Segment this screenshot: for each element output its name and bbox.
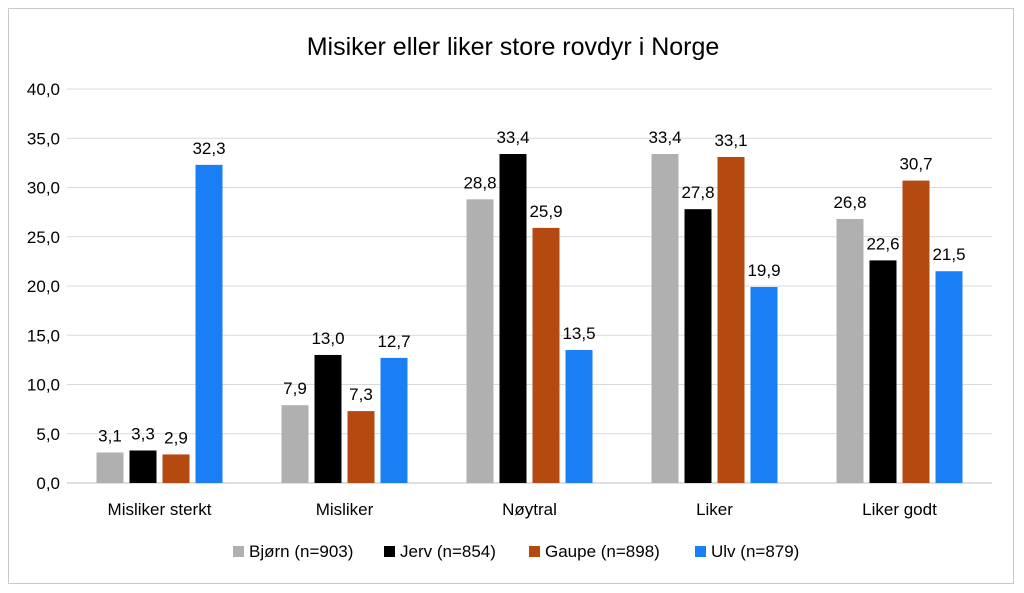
data-label: 7,3 xyxy=(349,385,373,404)
data-label: 27,8 xyxy=(681,183,714,202)
x-tick-label: Misliker xyxy=(316,500,374,519)
data-label: 32,3 xyxy=(192,139,225,158)
bar xyxy=(717,156,745,483)
legend-label: Gaupe (n=898) xyxy=(545,542,660,561)
bar xyxy=(281,405,309,483)
x-axis-ticks: Misliker sterkt Misliker Nøytral Liker Liker… xyxy=(108,500,938,519)
data-label: 7,9 xyxy=(283,379,307,398)
data-label: 12,7 xyxy=(377,332,410,351)
legend-swatch xyxy=(233,546,244,557)
y-tick-label: 15,0 xyxy=(27,326,60,345)
data-label: 33,1 xyxy=(714,131,747,150)
bar xyxy=(499,154,527,483)
data-label: 3,1 xyxy=(98,426,122,445)
x-tick-label: Misliker sterkt xyxy=(108,500,212,519)
bar xyxy=(532,227,560,483)
x-tick-label: Liker xyxy=(696,500,733,519)
data-label: 26,8 xyxy=(833,193,866,212)
bar xyxy=(466,199,494,483)
data-label: 3,3 xyxy=(131,424,155,443)
data-label: 25,9 xyxy=(529,202,562,221)
data-labels: 3,1 3,3 2,9 32,3 7,9 13,0 7,3 12,7 28,8 33,4 25,9 1… xyxy=(98,128,965,447)
data-label: 33,4 xyxy=(496,128,529,147)
data-label: 19,9 xyxy=(747,261,780,280)
data-label: 30,7 xyxy=(899,155,932,174)
bar xyxy=(380,357,408,483)
legend-label: Bjørn (n=903) xyxy=(249,542,353,561)
legend-label: Jerv (n=854) xyxy=(400,542,496,561)
data-label: 22,6 xyxy=(866,234,899,253)
data-label: 21,5 xyxy=(932,245,965,264)
bar xyxy=(684,209,712,484)
y-tick-label: 30,0 xyxy=(27,179,60,198)
bar xyxy=(162,454,190,483)
y-tick-label: 25,0 xyxy=(27,228,60,247)
y-tick-label: 0,0 xyxy=(36,474,60,493)
y-tick-label: 35,0 xyxy=(27,129,60,148)
bar xyxy=(347,411,375,483)
chart-title: Misiker eller liker store rovdyr i Norge xyxy=(307,33,720,61)
bar xyxy=(96,452,124,483)
bar xyxy=(935,271,963,483)
bar xyxy=(836,219,864,483)
y-tick-label: 40,0 xyxy=(27,80,60,99)
bar xyxy=(565,350,593,483)
chart-frame: Misiker eller liker store rovdyr i Norge… xyxy=(8,8,1014,584)
x-tick-label: Liker godt xyxy=(862,500,937,519)
y-tick-label: 5,0 xyxy=(36,425,60,444)
x-tick-label: Nøytral xyxy=(502,500,557,519)
y-tick-label: 10,0 xyxy=(27,376,60,395)
bar xyxy=(129,450,157,483)
bar xyxy=(195,164,223,483)
data-label: 33,4 xyxy=(648,128,681,147)
bars xyxy=(96,154,963,484)
y-tick-label: 20,0 xyxy=(27,277,60,296)
data-label: 13,5 xyxy=(562,324,595,343)
legend: Bjørn (n=903) Jerv (n=854) Gaupe (n=898) Ul… xyxy=(233,542,799,561)
legend-label: Ulv (n=879) xyxy=(711,542,799,561)
bar xyxy=(314,354,342,483)
bar xyxy=(902,180,930,484)
legend-swatch xyxy=(384,546,395,557)
legend-swatch xyxy=(529,546,540,557)
data-label: 2,9 xyxy=(164,428,188,447)
y-axis-ticks: 0,0 5,0 10,0 15,0 20,0 25,0 30,0 35,0 40,0 xyxy=(27,80,60,493)
bar xyxy=(869,260,897,483)
data-label: 28,8 xyxy=(463,173,496,192)
bar xyxy=(750,286,778,483)
bar xyxy=(651,154,679,483)
data-label: 13,0 xyxy=(311,329,344,348)
bar-chart: Misiker eller liker store rovdyr i Norge… xyxy=(27,33,992,561)
legend-swatch xyxy=(695,546,706,557)
